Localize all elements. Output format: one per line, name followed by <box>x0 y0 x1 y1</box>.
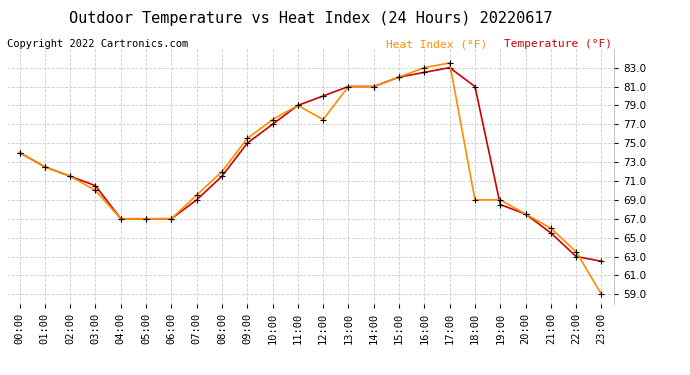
Text: Outdoor Temperature vs Heat Index (24 Hours) 20220617: Outdoor Temperature vs Heat Index (24 Ho… <box>69 11 552 26</box>
Text: Heat Index (°F): Heat Index (°F) <box>386 39 488 50</box>
Text: Temperature (°F): Temperature (°F) <box>504 39 612 50</box>
Text: Copyright 2022 Cartronics.com: Copyright 2022 Cartronics.com <box>7 39 188 50</box>
